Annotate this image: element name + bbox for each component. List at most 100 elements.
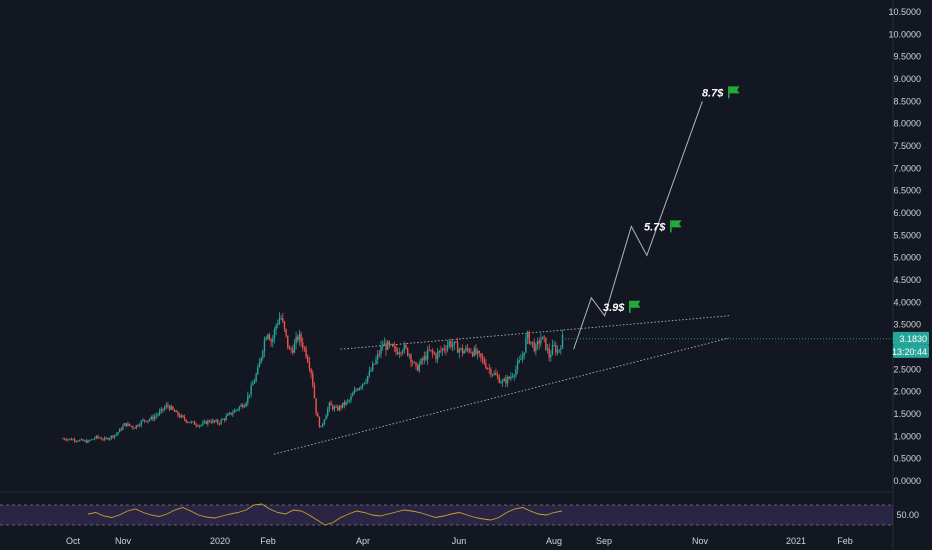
projection-path [573,101,703,350]
candle-body [263,339,266,352]
target-label: 3.9$ [603,302,625,314]
candle-body [183,416,186,420]
price-tick-label: 0.0000 [893,476,921,486]
candle-body [187,421,189,423]
candle-body [267,334,269,338]
candle-body [421,359,424,361]
candle-body [347,400,349,402]
candle-body [415,362,417,366]
candle-body [148,419,151,421]
candle-body [168,405,171,410]
candle-body [235,409,237,411]
candle-body [396,351,399,355]
candle-body [305,348,307,357]
candle-body [162,408,164,410]
candle-body [441,348,444,351]
candle-body [77,441,79,442]
candle-body [265,337,267,340]
candle-body [163,407,166,410]
candle-body [548,348,550,358]
candle-body [378,353,381,355]
time-tick-label: 2020 [210,536,230,546]
candle-body [535,344,537,352]
candle-body [466,347,469,350]
candle-body [335,407,337,408]
candle-body [243,406,246,408]
price-tick-label: 10.0000 [888,29,921,39]
candle-body [287,335,289,347]
candle-body [110,435,112,439]
candle-body [332,405,334,410]
candle-body [383,343,386,346]
price-tag-value: 3.1830 [899,334,927,344]
price-tick-label: 2.5000 [893,364,921,374]
candle-body [203,421,206,423]
candle-body [448,341,450,346]
countdown-value: 13:20:44 [892,347,927,357]
candle-body [78,439,81,442]
candle-body [140,420,142,426]
price-targets: 3.9$ 5.7$ 8.7$ [603,86,740,314]
candle-body [513,375,515,377]
candle-body [446,345,449,350]
projection-line [573,101,703,350]
price-tick-label: 9.5000 [893,52,921,62]
candle-body [170,406,172,410]
current-price-tag: 3.1830 13:20:44 [565,331,929,358]
candle-body [418,364,421,371]
candle-body [88,440,91,442]
candle-body [262,351,264,358]
candle-body [308,361,311,370]
price-tick-label: 2.0000 [893,387,921,397]
candle-body [153,416,156,420]
candle-body [365,381,367,383]
candle-body [340,405,342,408]
candle-body [355,389,357,391]
candle-body [328,402,331,409]
candle-body [98,437,101,439]
candle-body [293,343,296,353]
candle-body [313,385,316,399]
price-tick-label: 4.0000 [893,297,921,307]
candle-body [525,338,527,353]
candle-body [102,439,104,441]
candle-body [200,424,202,426]
time-tick-label: 2021 [786,536,806,546]
candle-body [456,342,459,353]
candle-body [255,374,257,382]
candle-body [280,318,282,319]
candle-body [142,419,144,421]
candle-body [373,363,376,365]
time-axis[interactable]: Oct Nov 2020 Feb Apr Jun Aug Sep Nov 2021 Feb [66,536,853,546]
price-tag-box [893,331,929,345]
price-tick-label: 7.0000 [893,163,921,173]
candle-body [112,435,114,438]
candle-body [165,404,167,408]
candle-body [273,329,276,339]
candle-body [160,408,162,412]
candle-body [453,341,455,346]
candle-body [435,354,437,360]
candle-body [73,439,76,442]
candle-body [428,349,430,351]
candle-body [237,409,239,411]
candle-body [438,350,440,353]
price-tick-label: 10.5000 [888,7,921,17]
candle-body [348,400,351,402]
time-tick-label: Oct [66,536,81,546]
candle-body [93,438,96,440]
candle-body [277,324,279,326]
price-tick-label: 9.0000 [893,74,921,84]
candle-body [230,412,232,415]
candle-body [360,386,362,388]
candle-body [272,338,274,342]
price-tick-label: 1.0000 [893,431,921,441]
candle-body [128,423,131,426]
candle-body [511,376,514,378]
candle-body [297,336,299,341]
target-label: 5.7$ [644,221,666,233]
candle-body [337,407,339,411]
candle-body [431,350,434,353]
